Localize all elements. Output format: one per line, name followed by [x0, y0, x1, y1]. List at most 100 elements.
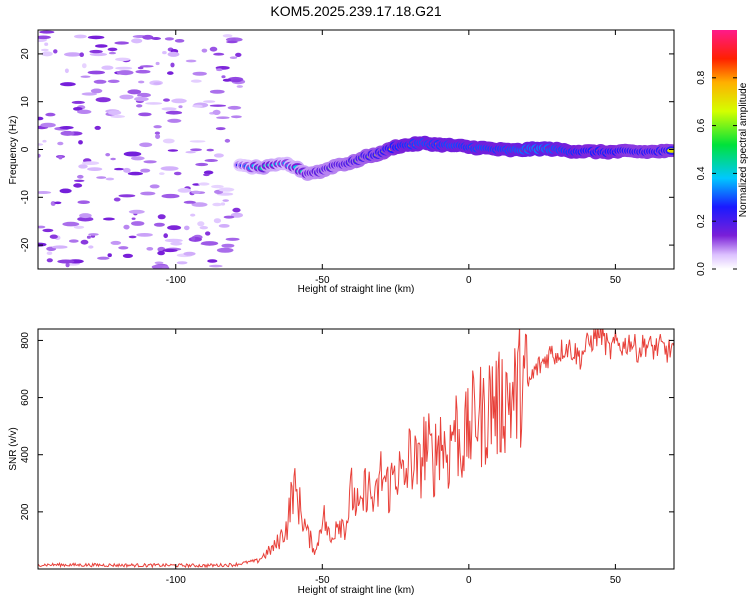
noise-speck [153, 82, 162, 85]
noise-speck [54, 201, 62, 205]
noise-speck [108, 51, 116, 55]
noise-speck [213, 218, 221, 224]
noise-speck [93, 79, 107, 84]
noise-speck [216, 116, 230, 119]
noise-speck [197, 221, 205, 227]
noise-speck [81, 92, 98, 96]
noise-speck [95, 97, 111, 103]
noise-speck [80, 239, 89, 245]
noise-speck [102, 217, 115, 221]
heatmap-xlabel: Height of straight line (km) [298, 284, 415, 295]
noise-speck [114, 167, 124, 171]
noise-speck [134, 97, 149, 102]
noise-speck [229, 56, 238, 59]
noise-speck [183, 251, 196, 256]
noise-speck [162, 248, 178, 253]
noise-speck [230, 115, 242, 119]
noise-speck [188, 236, 202, 242]
noise-speck [49, 234, 58, 239]
heatmap-xtick-label: 50 [610, 275, 622, 286]
noise-speck [119, 94, 134, 100]
noise-speck [164, 238, 183, 243]
noise-speck [122, 253, 133, 258]
noise-speck [143, 160, 157, 164]
noise-speck [164, 37, 174, 41]
noise-speck [118, 246, 129, 250]
noise-speck [52, 245, 68, 249]
snr-ytick-label: 800 [20, 332, 31, 349]
snr-panel: -100 -50 0 50 200 400 600 800 Height of straig… [8, 328, 675, 596]
noise-speck [59, 188, 72, 194]
noise-speck [131, 38, 143, 44]
noise-speck [170, 62, 175, 68]
chart-title: KOM5.2025.239.17.18.G21 [270, 3, 441, 19]
noise-speck [42, 139, 47, 143]
noise-speck [190, 213, 196, 217]
heatmap-ylabel: Frequency (Hz) [8, 116, 19, 185]
noise-speck [140, 191, 156, 196]
noise-speck [127, 89, 142, 95]
noise-speck [113, 197, 121, 202]
noise-speck [62, 221, 80, 227]
heatmap-ytick-label: 0 [20, 146, 31, 152]
colorbar-tick-label: 0.4 [696, 166, 707, 180]
noise-speck [191, 190, 201, 194]
noise-speck [162, 138, 175, 144]
noise-speck [218, 187, 235, 192]
noise-speck [105, 153, 111, 157]
noise-speck [77, 109, 92, 115]
noise-speck [161, 193, 180, 199]
noise-speck [88, 233, 99, 236]
noise-speck [139, 142, 153, 148]
noise-speck [222, 78, 232, 82]
noise-speck [81, 161, 100, 166]
noise-speck [86, 235, 91, 239]
noise-speck [87, 35, 105, 40]
noise-speck [157, 250, 165, 256]
noise-speck [155, 134, 161, 139]
noise-speck [173, 171, 182, 176]
noise-speck [38, 143, 44, 146]
noise-speck [46, 251, 53, 255]
noise-speck [159, 172, 165, 176]
noise-speck [145, 102, 163, 105]
noise-speck [40, 122, 56, 128]
noise-speck [53, 49, 58, 54]
noise-speck [190, 148, 202, 152]
noise-speck [213, 153, 224, 158]
noise-speck [213, 52, 225, 56]
noise-speck [195, 162, 209, 167]
noise-speck [149, 184, 160, 189]
noise-speck [88, 245, 94, 249]
noise-speck [170, 241, 183, 246]
noise-speck [192, 71, 207, 76]
noise-speck [39, 30, 55, 34]
noise-speck [190, 79, 202, 83]
noise-speck [38, 191, 52, 194]
noise-speck [57, 259, 75, 264]
noise-speck [60, 130, 75, 136]
noise-speck [189, 140, 206, 143]
noise-speck [110, 157, 116, 161]
noise-speck [223, 215, 235, 219]
colorbar-label: Normalized spectral amplitude [738, 82, 749, 217]
noise-speck [140, 168, 151, 173]
noise-speck [87, 167, 103, 172]
noise-speck [167, 225, 182, 231]
noise-speck [90, 88, 103, 94]
noise-speck [171, 98, 187, 104]
noise-speck [46, 258, 53, 263]
noise-speck [59, 126, 74, 130]
noise-speck [78, 140, 83, 145]
noise-speck [226, 40, 238, 44]
noise-speck [178, 105, 183, 109]
snr-xtick-label: 50 [610, 575, 622, 586]
snr-ytick-label: 600 [20, 389, 31, 406]
noise-speck [221, 75, 226, 79]
noise-speck [212, 109, 221, 115]
noise-speck [96, 176, 107, 179]
noise-speck [174, 39, 185, 43]
noise-speck [211, 184, 224, 189]
noise-speck [167, 118, 182, 123]
noise-speck [198, 182, 210, 186]
